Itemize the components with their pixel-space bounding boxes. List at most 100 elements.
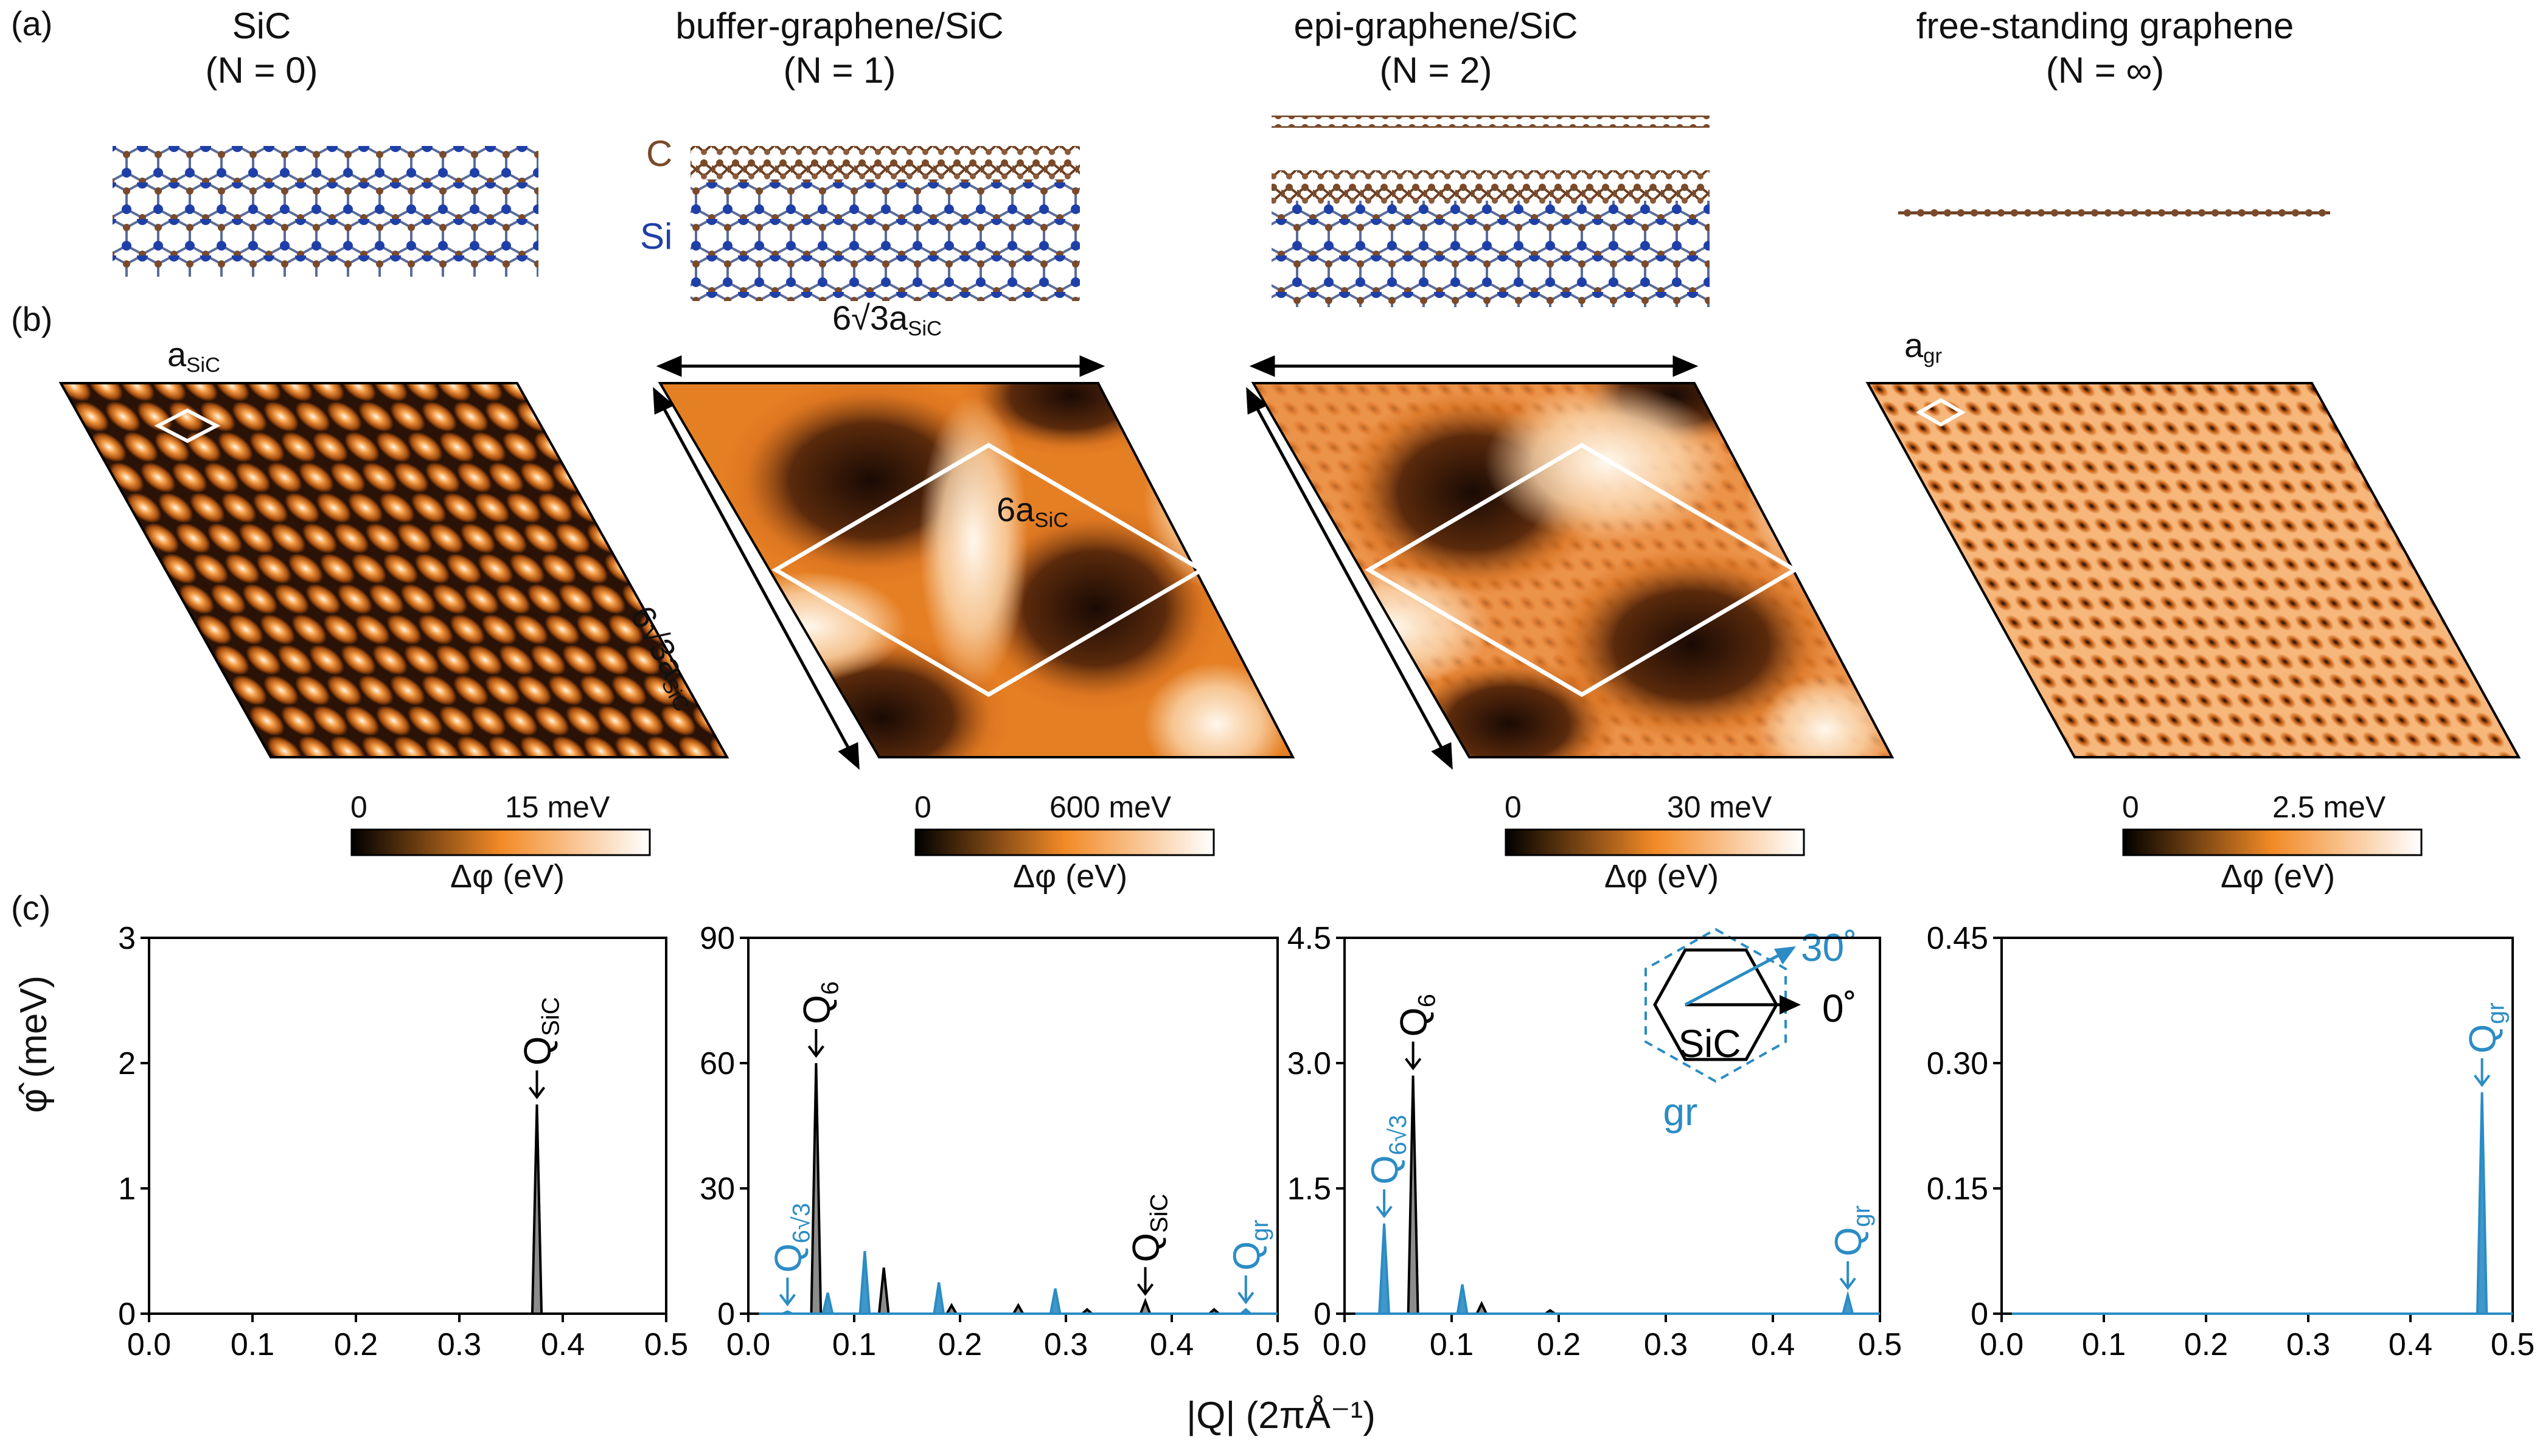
panel-label-b: (b) [11, 300, 53, 338]
colorbar-sic [350, 828, 651, 856]
x-tick-label: 0.5 [2491, 1327, 2535, 1362]
six-a-text: 6a [997, 490, 1035, 529]
six-a-sub: SiC [1034, 508, 1069, 532]
a-gr-sub: gr [1923, 344, 1943, 368]
peak-label: Qgr [2462, 1002, 2510, 1053]
series-30° [2011, 1092, 2513, 1315]
panel-label-a: (a) [11, 4, 53, 43]
cbar-max-sic: 15 meV [505, 790, 610, 824]
buffer-supercell [771, 442, 1206, 698]
peak-annotation: Q6 [796, 982, 843, 1058]
colorbar-epi [1505, 828, 1805, 856]
chart-2: 0.0 0.1 0.2 0.3 0.4 0.5 0 1.5 3.0 4.5 Q6 Q6√3 Qgr [1287, 921, 1902, 1362]
a-sic-text: a [167, 335, 187, 373]
sic-lattice [113, 146, 538, 277]
y-tick-label: 0 [717, 1297, 735, 1332]
y-tick-label: 0 [118, 1297, 136, 1332]
y-tick-label: 3 [118, 921, 136, 956]
label-a-sic: aSiC [167, 335, 220, 378]
x-tick-label: 0.1 [231, 1327, 274, 1362]
series-0° [1355, 1075, 1880, 1315]
epi-top-graphene [1272, 116, 1710, 128]
y-tick-label: 30 [700, 1171, 735, 1207]
map-graphene [1865, 382, 2521, 758]
label-carbon: C [646, 133, 673, 174]
sic-unit-cell [154, 408, 221, 443]
peak-annotation: Qgr [2462, 1002, 2510, 1087]
peak-label: Q6√3 [1364, 1115, 1411, 1185]
colorbar-graphene [2122, 828, 2423, 856]
map-buffer [660, 383, 1293, 757]
x-tick-label: 0.4 [541, 1327, 585, 1362]
column-title-sic: SiC (N = 0) [73, 4, 450, 92]
label-a-gr: agr [1904, 325, 1942, 369]
y-tick-label: 0.30 [1927, 1046, 1988, 1081]
cbar-label-epi: Δφ (eV) [1604, 858, 1719, 895]
chart-0: 0.0 0.1 0.2 0.3 0.4 0.5 0 1 2 3 QSiC [118, 921, 688, 1362]
x-tick-label: 0.3 [1044, 1327, 1088, 1362]
label-silicon: Si [640, 216, 673, 257]
x-tick-label: 0.1 [832, 1327, 876, 1362]
cbar-min-epi: 0 [1505, 790, 1522, 824]
y-tick-label: 0 [1971, 1297, 1988, 1332]
title-n: (N = 1) [783, 50, 896, 91]
x-tick-label: 0.3 [437, 1327, 481, 1362]
title-text: SiC [232, 5, 291, 46]
inset-orientation-diagram: SiC gr 30˚ 0˚ [1644, 926, 1857, 1134]
x-tick-label: 0.5 [1858, 1327, 1902, 1362]
x-tick-label: 0.4 [1751, 1327, 1795, 1362]
peak-label: Q6√3 [767, 1203, 815, 1273]
cbar-max-epi: 30 meV [1667, 790, 1772, 824]
y-axis-label: φ̂ (meV) [13, 975, 55, 1113]
spectra-charts: SiC gr 30˚ 0˚ 0.0 0.1 0.2 0.3 0.4 0.5 0 1 2 3 QSiC… [118, 921, 2535, 1362]
y-tick-label: 2 [118, 1046, 136, 1081]
y-tick-label: 0.45 [1927, 921, 1988, 956]
peak-label: Qgr [1828, 1205, 1875, 1257]
chart-1: 0.0 0.1 0.2 0.3 0.4 0.5 0 30 60 90 Q6 Q6√3 QSiC Qgr [700, 921, 1300, 1362]
x-tick-label: 0.2 [2184, 1327, 2228, 1362]
cbar-label-graphene: Δφ (eV) [2221, 858, 2336, 895]
buffer-layer [691, 146, 1080, 182]
potential-maps [58, 355, 2521, 770]
peak-label: Qgr [1226, 1219, 1273, 1271]
cbar-label-sic: Δφ (eV) [450, 858, 565, 895]
series-30° [1355, 1223, 1880, 1315]
map-sic [58, 382, 729, 758]
peak-annotation: QSiC [517, 997, 565, 1100]
inset-sic-label: SiC [1678, 1022, 1741, 1066]
arrow-30deg [1774, 946, 1796, 965]
inset-30-label: 30˚ [1801, 926, 1857, 969]
x-tick-label: 0.1 [1430, 1327, 1474, 1362]
peak-annotation: QSiC [1126, 1194, 1173, 1296]
epi-supercell [1365, 442, 1799, 698]
cbar-label-buffer: Δφ (eV) [1013, 858, 1128, 895]
x-tick-label: 0.3 [2286, 1327, 2330, 1362]
peak-label: QSiC [517, 997, 565, 1066]
x-tick-label: 0.0 [1323, 1327, 1366, 1362]
six-root3-text: 6√3a [832, 299, 908, 337]
map-epi [1253, 383, 1892, 757]
peak-annotation: Q6 [1393, 994, 1441, 1070]
x-tick-label: 0.5 [1256, 1327, 1300, 1362]
peak-label: Q6 [1393, 994, 1441, 1036]
peak-annotation: Q6√3 [1364, 1115, 1411, 1219]
x-tick-label: 0.4 [1150, 1327, 1194, 1362]
label-six-a: 6aSiC [997, 490, 1068, 533]
peak-label: Q6 [796, 982, 843, 1024]
cbar-min-buffer: 0 [914, 790, 931, 824]
title-n: (N = ∞) [2045, 50, 2165, 91]
x-tick-label: 0.0 [127, 1327, 171, 1362]
x-tick-label: 0.2 [334, 1327, 378, 1362]
inset-0-label: 0˚ [1822, 986, 1857, 1030]
a-gr-text: a [1904, 326, 1924, 364]
title-text: epi-graphene/SiC [1293, 5, 1578, 46]
x-tick-label: 0.2 [1537, 1327, 1581, 1362]
graphene-unit-cell [1915, 398, 1966, 427]
atomic-structures [113, 116, 2330, 307]
epi-sic-lattice [1272, 201, 1710, 307]
panel-label-c: (c) [11, 889, 51, 927]
arrow-0deg [1780, 995, 1801, 1014]
x-tick-label: 0.3 [1644, 1327, 1688, 1362]
x-tick-label: 0.0 [726, 1327, 770, 1362]
x-tick-label: 0.2 [938, 1327, 982, 1362]
